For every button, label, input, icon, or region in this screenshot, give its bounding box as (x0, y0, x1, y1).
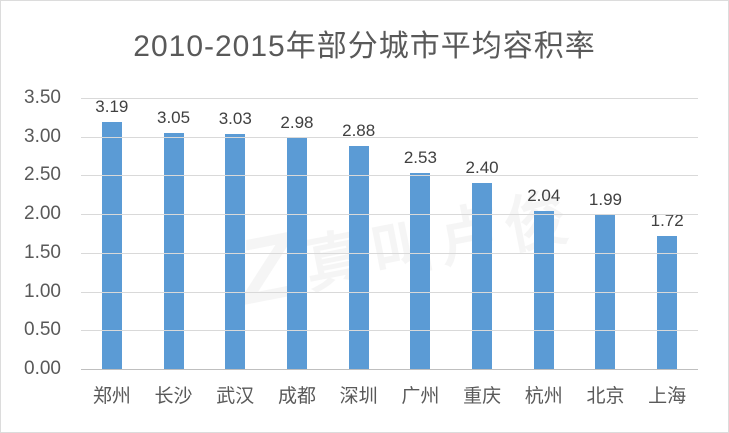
bar (163, 132, 184, 369)
bar (472, 183, 493, 369)
y-axis-tick-label: 2.00 (24, 203, 61, 225)
x-axis-category-label: 深圳 (339, 386, 378, 407)
x-axis-category-label: 长沙 (154, 386, 193, 407)
x-axis: 郑州 长沙 武汉 成都 深圳 广州 重庆 杭州 北京 上海 (81, 381, 698, 408)
y-axis-tick-label: 1.00 (24, 280, 61, 302)
x-axis-category-label: 成都 (277, 386, 316, 407)
y-axis-tick-label: 0.50 (24, 319, 61, 341)
bar-slot: 2.53 (390, 98, 452, 369)
x-axis-category-label: 广州 (401, 386, 440, 407)
x-axis-category-label: 重庆 (463, 386, 502, 407)
bar-slot: 2.04 (513, 98, 575, 369)
bar (657, 235, 678, 369)
bar-value-label: 2.53 (403, 148, 437, 168)
bar-slot: 2.88 (328, 98, 390, 369)
bar (225, 134, 246, 369)
bar (348, 146, 369, 369)
y-axis-tick-label: 3.00 (24, 125, 61, 147)
y-axis: 3.50 3.00 2.50 2.00 1.50 1.00 0.50 0.00 (1, 87, 61, 379)
bar-slot: 2.40 (451, 98, 513, 369)
y-axis-tick-label: 3.50 (24, 87, 61, 108)
x-axis-category-label: 杭州 (524, 386, 563, 407)
bar-value-label: 3.03 (218, 109, 252, 129)
bar-slot: 3.05 (143, 98, 205, 369)
bar-value-label: 1.99 (588, 189, 623, 209)
bar-value-label: 2.98 (280, 113, 314, 133)
gridline (81, 252, 698, 254)
bar-slot: 3.19 (81, 97, 143, 369)
x-axis-line (81, 369, 698, 370)
bar-value-label: 1.72 (650, 210, 684, 230)
bar (533, 211, 554, 369)
bar-slot: 1.72 (636, 98, 698, 369)
chart-title: 2010-2015年部分城市平均容积率 (133, 30, 596, 63)
bars-container: 3.19 3.05 3.03 2.98 2.88 2.53 2.40 2.04 1.99 1.72 (81, 97, 698, 369)
bar-slot: 1.99 (575, 98, 637, 369)
bar-value-label: 3.19 (95, 97, 129, 117)
gridline (81, 330, 698, 332)
gridline (81, 291, 698, 293)
bar-value-label: 2.88 (342, 121, 376, 141)
x-axis-category-label: 上海 (648, 386, 687, 407)
x-axis-category-label: 郑州 (92, 386, 131, 407)
bar-value-label: 2.04 (527, 186, 561, 206)
gridline (81, 136, 698, 138)
y-axis-tick-label: 0.00 (24, 358, 61, 379)
bar-slot: 3.03 (204, 98, 266, 369)
gridline (81, 214, 698, 216)
y-axis-tick-label: 2.50 (24, 164, 61, 186)
x-axis-category-label: 北京 (586, 386, 625, 407)
y-axis-tick-label: 1.50 (24, 241, 61, 263)
bar-value-label: 2.40 (465, 158, 499, 178)
gridline (81, 98, 698, 99)
bar-slot: 2.98 (266, 98, 328, 369)
gridline (81, 175, 698, 177)
bar-value-label: 3.05 (157, 107, 191, 127)
plot-area: 3.19 3.05 3.03 2.98 2.88 2.53 2.40 2.04 1.99 1.72 (81, 97, 698, 370)
bar (410, 173, 431, 369)
x-axis-category-label: 武汉 (216, 386, 255, 407)
bar (101, 122, 122, 369)
